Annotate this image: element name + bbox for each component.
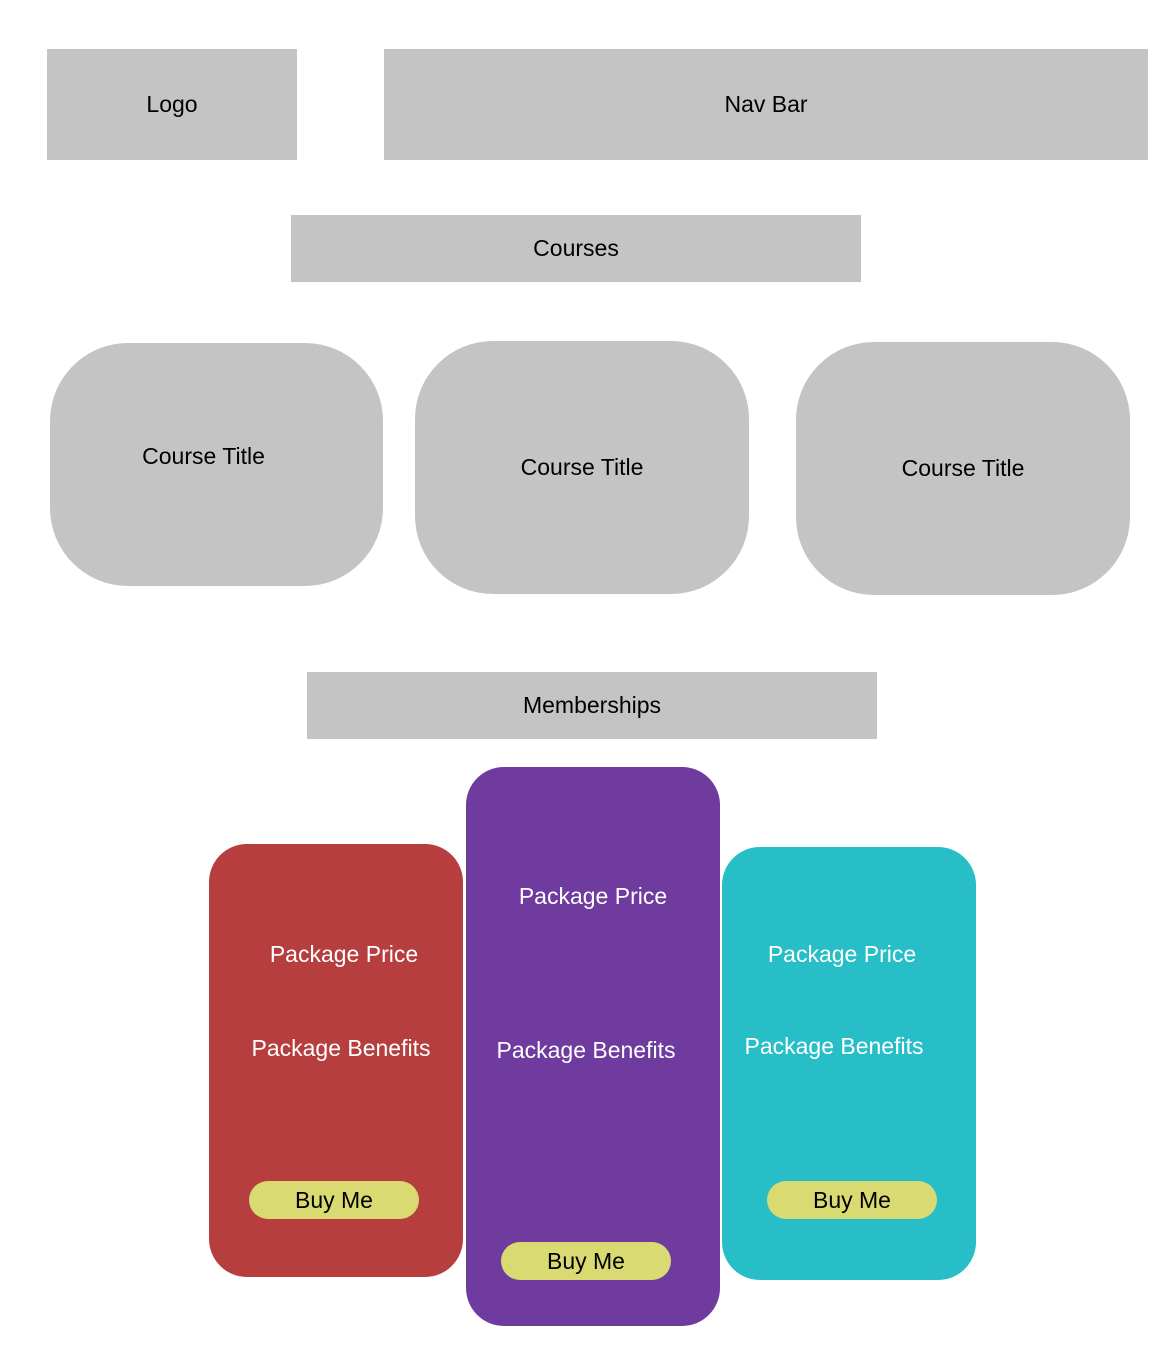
course-card[interactable]: Course Title [415,341,749,594]
package-price: Package Price [269,941,419,967]
logo-label: Logo [146,91,198,117]
course-card[interactable]: Course Title [50,343,383,586]
membership-package-card: Package Price Package Benefits Buy Me [466,767,720,1326]
memberships-heading: Memberships [307,672,877,739]
course-title: Course Title [520,454,644,480]
package-benefits: Package Benefits [744,1033,924,1059]
memberships-heading-label: Memberships [522,692,662,718]
buy-me-button[interactable]: Buy Me [249,1181,419,1219]
buy-me-button[interactable]: Buy Me [767,1181,937,1219]
course-title: Course Title [142,443,265,469]
package-price: Package Price [518,883,668,909]
package-benefits: Package Benefits [496,1037,676,1063]
course-card[interactable]: Course Title [796,342,1130,595]
courses-heading-label: Courses [533,235,619,261]
courses-heading: Courses [291,215,861,282]
membership-package-card: Package Price Package Benefits Buy Me [722,847,976,1280]
package-price: Package Price [767,941,917,967]
buy-me-button[interactable]: Buy Me [501,1242,671,1280]
course-title: Course Title [901,455,1025,481]
package-benefits: Package Benefits [251,1035,431,1061]
nav-bar-placeholder[interactable]: Nav Bar [384,49,1148,160]
nav-bar-label: Nav Bar [724,91,808,117]
membership-package-card: Package Price Package Benefits Buy Me [209,844,463,1277]
logo-placeholder[interactable]: Logo [47,49,297,160]
